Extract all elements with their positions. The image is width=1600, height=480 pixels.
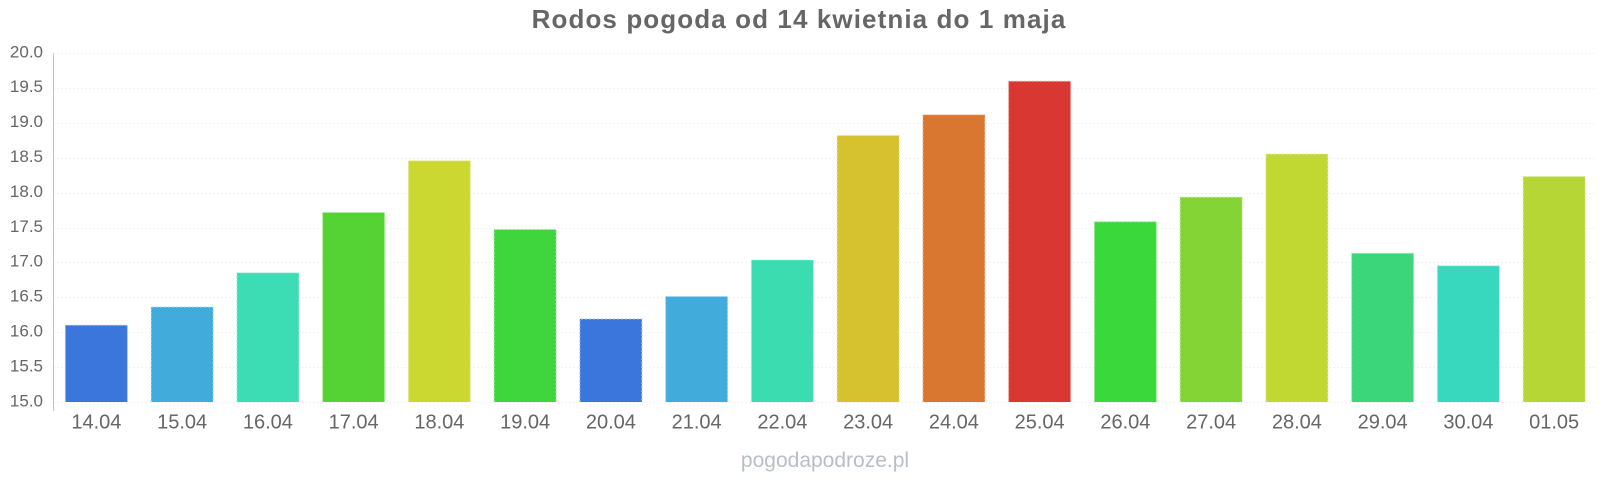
- svg-text:24.04: 24.04: [929, 412, 979, 434]
- svg-text:Rodos pogoda od 14 kwietnia do: Rodos pogoda od 14 kwietnia do 1 maja: [532, 4, 1067, 34]
- svg-text:20.04: 20.04: [586, 412, 636, 434]
- svg-text:18.5: 18.5: [10, 147, 43, 166]
- svg-text:18.04: 18.04: [414, 412, 464, 434]
- svg-text:17.5: 17.5: [10, 217, 43, 236]
- svg-text:18.0: 18.0: [10, 182, 43, 201]
- svg-text:27.04: 27.04: [1186, 412, 1236, 434]
- svg-text:30.04: 30.04: [1443, 412, 1493, 434]
- svg-text:25.04: 25.04: [1015, 412, 1065, 434]
- svg-text:15.5: 15.5: [10, 356, 43, 375]
- svg-text:19.0: 19.0: [10, 112, 43, 131]
- svg-text:15.04: 15.04: [157, 412, 207, 434]
- svg-text:28.04: 28.04: [1272, 412, 1322, 434]
- svg-text:21.04: 21.04: [672, 412, 722, 434]
- svg-text:15.0: 15.0: [10, 391, 43, 410]
- svg-text:26.04: 26.04: [1100, 412, 1150, 434]
- svg-text:29.04: 29.04: [1358, 412, 1408, 434]
- svg-text:20.0: 20.0: [10, 42, 43, 61]
- svg-text:23.04: 23.04: [843, 412, 893, 434]
- svg-text:01.05: 01.05: [1529, 412, 1579, 434]
- svg-text:16.0: 16.0: [10, 322, 43, 341]
- svg-text:17.04: 17.04: [329, 412, 379, 434]
- svg-text:16.5: 16.5: [10, 287, 43, 306]
- svg-text:pogodapodroze.pl: pogodapodroze.pl: [741, 449, 909, 472]
- svg-text:16.04: 16.04: [243, 412, 293, 434]
- svg-text:19.04: 19.04: [500, 412, 550, 434]
- svg-text:22.04: 22.04: [757, 412, 807, 434]
- svg-text:14.04: 14.04: [71, 412, 121, 434]
- svg-text:17.0: 17.0: [10, 252, 43, 271]
- svg-text:19.5: 19.5: [10, 77, 43, 96]
